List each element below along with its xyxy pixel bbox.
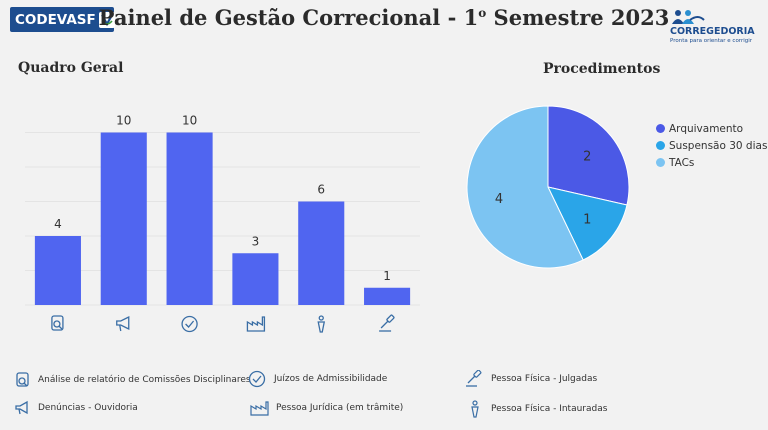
corregedoria-name: CORREGEDORIA bbox=[670, 26, 755, 37]
bar-value-label: 3 bbox=[252, 234, 260, 248]
gavel-icon bbox=[379, 314, 395, 332]
person-icon bbox=[471, 400, 479, 418]
page-title: Painel de Gestão Correcional - 1o Semest… bbox=[0, 5, 768, 30]
key-item-pessoa-juridica: Pessoa Jurídica (em trâmite) bbox=[250, 400, 403, 416]
bar-value-label: 1 bbox=[383, 269, 391, 283]
person-icon bbox=[317, 315, 326, 333]
pie-slice[interactable] bbox=[547, 105, 630, 206]
megaphone-icon bbox=[116, 315, 130, 332]
bar[interactable] bbox=[364, 287, 411, 305]
legend-label: TACs bbox=[669, 156, 695, 169]
bar[interactable] bbox=[166, 132, 213, 306]
bar[interactable] bbox=[34, 236, 81, 305]
corregedoria-tagline: Pronta para orientar e corrigir bbox=[670, 38, 753, 44]
key-item-julgadas: Pessoa Física - Julgadas bbox=[465, 370, 597, 388]
bar[interactable] bbox=[100, 132, 147, 306]
legend-swatch bbox=[656, 124, 665, 133]
codevasf-mark-icon bbox=[98, 11, 115, 28]
header: CODEVASF Painel de Gestão Correcional - … bbox=[0, 0, 768, 44]
legend-swatch bbox=[656, 158, 665, 167]
megaphone-icon bbox=[15, 400, 28, 415]
bar-value-label: 6 bbox=[317, 183, 325, 197]
pie-slice[interactable] bbox=[466, 105, 584, 269]
analysis-icon bbox=[51, 315, 64, 331]
legend-swatch bbox=[656, 141, 665, 150]
pie-slice-label: 2 bbox=[583, 150, 591, 165]
bar-value-label: 10 bbox=[182, 114, 197, 128]
key-item-denuncias: Denúncias - Ouvidoria bbox=[14, 400, 138, 416]
key-label: Pessoa Física - Intauradas bbox=[491, 404, 608, 414]
pie-slice[interactable] bbox=[547, 186, 628, 261]
page-title-main: Painel de Gestão Correcional - 1 bbox=[98, 5, 479, 30]
bar-value-label: 4 bbox=[54, 217, 62, 231]
bar-value-label: 10 bbox=[116, 114, 131, 128]
factory-icon bbox=[246, 316, 266, 332]
pie-chart-title: Procedimentos bbox=[543, 61, 661, 77]
gavel-icon bbox=[466, 370, 482, 387]
key-item-analise: Análise de relatório de Comissões Discip… bbox=[14, 372, 251, 388]
key-label: Juízos de Admissibilidade bbox=[274, 374, 388, 384]
analysis-icon bbox=[16, 372, 29, 387]
corregedoria-people-icon bbox=[672, 10, 705, 24]
key-label: Análise de relatório de Comissões Discip… bbox=[38, 375, 251, 385]
legend-item-tacs[interactable]: TACs bbox=[656, 154, 767, 171]
check-circle-icon bbox=[248, 370, 266, 388]
bar-chart: 4 10 10 3 6 1 bbox=[25, 114, 420, 333]
key-item-intauradas: Pessoa Física - Intauradas bbox=[465, 400, 607, 418]
key-label: Denúncias - Ouvidoria bbox=[38, 403, 138, 413]
page-title-tail: Semestre 2023 bbox=[486, 5, 670, 30]
key-label: Pessoa Jurídica (em trâmite) bbox=[276, 403, 404, 413]
check-circle-icon bbox=[181, 315, 198, 333]
legend-label: Arquivamento bbox=[669, 122, 744, 135]
bar[interactable] bbox=[298, 201, 345, 306]
page-title-sup: o bbox=[478, 6, 487, 20]
pie-chart: 2 1 4 bbox=[466, 105, 630, 269]
pie-legend: Arquivamento Suspensão 30 dias TACs bbox=[656, 120, 767, 171]
legend-item-suspensao[interactable]: Suspensão 30 dias bbox=[656, 137, 767, 154]
pie-slice-label: 4 bbox=[495, 192, 503, 207]
legend-label: Suspensão 30 dias bbox=[669, 139, 768, 152]
key-label: Pessoa Física - Julgadas bbox=[491, 374, 598, 384]
codevasf-logo: CODEVASF bbox=[10, 7, 115, 32]
bar-chart-title: Quadro Geral bbox=[18, 60, 124, 76]
legend-item-arquivamento[interactable]: Arquivamento bbox=[656, 120, 767, 137]
pie-slice-label: 1 bbox=[583, 212, 591, 227]
key-item-juizos: Juízos de Admissibilidade bbox=[248, 370, 387, 388]
codevasf-logo-text: CODEVASF bbox=[15, 11, 96, 28]
corregedoria-logo: CORREGEDORIA Pronta para orientar e corr… bbox=[664, 8, 764, 48]
factory-icon bbox=[250, 401, 269, 416]
bar[interactable] bbox=[232, 253, 279, 305]
